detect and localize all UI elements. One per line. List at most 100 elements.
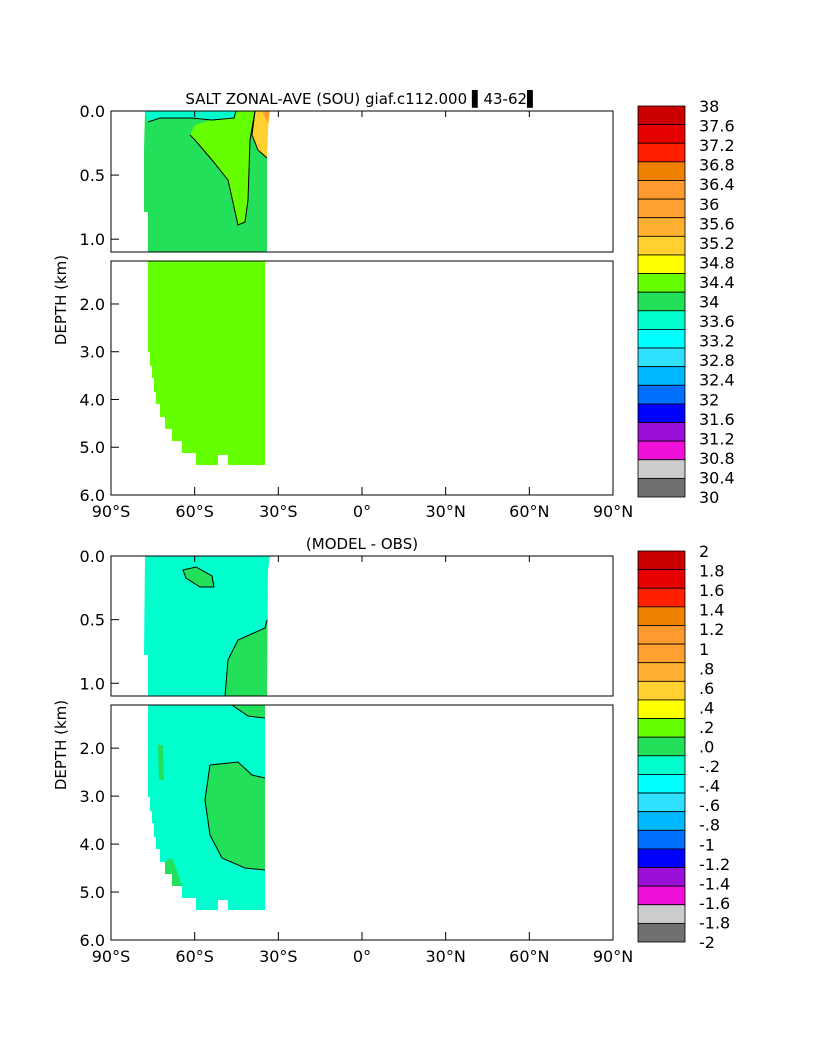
difference-colorbar-label: 1 [699, 640, 709, 659]
salinity-field-346 [145, 111, 236, 122]
difference-xtick-label: 30°N [426, 947, 466, 966]
difference-colorbar-label: 1.2 [699, 620, 724, 639]
difference-colorbar-swatch [637, 755, 686, 775]
difference-colorbar-swatch [637, 885, 686, 906]
salinity-colorbar-label: 31.6 [699, 410, 735, 429]
difference-colorbar-swatch [637, 811, 686, 831]
difference-ytick-label: 3.0 [80, 787, 105, 806]
salinity-colorbar-label: 33.6 [699, 312, 735, 331]
salinity-colorbar-swatch [637, 273, 686, 293]
difference-ylabel: DEPTH (km) [52, 700, 70, 790]
difference-colorbar-swatch [637, 625, 686, 645]
difference-xtick-label: 60°N [509, 947, 549, 966]
difference-colorbar-label: 1.8 [699, 562, 724, 581]
difference-colorbar-label: .6 [699, 679, 714, 698]
difference-colorbar-label: -.6 [699, 796, 720, 815]
difference-colorbar-label: -2 [699, 933, 715, 952]
difference-xtick-label: 90°S [92, 947, 131, 966]
salinity-colorbar-label: 35.2 [699, 234, 735, 253]
difference-field-positive-blob [183, 567, 214, 587]
difference-colorbar-label: 1.6 [699, 581, 724, 600]
salinity-colorbar-swatch [637, 403, 686, 423]
difference-field-positive-surface [225, 580, 268, 696]
difference-xtick-label: 60°S [175, 947, 214, 966]
salinity-xtick-label: 90°S [92, 502, 131, 521]
salinity-colorbar-label: 37.6 [699, 117, 735, 136]
difference-ytick-label: 5.0 [80, 883, 105, 902]
difference-contour-4 [204, 764, 266, 871]
salinity-colorbar-label: 33.2 [699, 332, 735, 351]
salinity-colorbar: 3837.637.236.836.43635.635.234.834.43433… [637, 97, 735, 507]
salinity-colorbar-swatch [637, 254, 686, 274]
difference-panel: (MODEL - OBS) 0.00.51.02.03.04.05.06.0 9… [52, 535, 730, 966]
difference-colorbar-swatch [637, 606, 686, 626]
salinity-field-lower [148, 261, 265, 465]
difference-field-lower-positive-edge [158, 745, 164, 780]
salinity-ytick-label: 0.5 [80, 166, 105, 185]
salinity-xtick-label: 60°N [509, 502, 549, 521]
salinity-colorbar-swatch [637, 477, 686, 498]
difference-colorbar-swatch [637, 774, 686, 794]
salinity-contour-2 [189, 110, 256, 226]
salinity-colorbar-label: 34 [699, 293, 719, 312]
salinity-panel: SALT ZONAL-AVE (SOU) giaf.c112.000 ▌43-6… [52, 89, 735, 521]
salinity-colorbar-swatch [637, 217, 686, 237]
salinity-colorbar-label: 36 [699, 195, 719, 214]
difference-xtick-label: 30°S [259, 947, 298, 966]
difference-colorbar-label: -1 [699, 835, 715, 854]
difference-field-lower-positive-bottom [165, 858, 182, 886]
salinity-colorbar-swatch [637, 459, 686, 479]
salinity-xtick-label: 0° [353, 502, 371, 521]
difference-colorbar-label: .0 [699, 738, 714, 757]
salinity-colorbar-label: 34.4 [699, 273, 735, 292]
salinity-colorbar-label: 37.2 [699, 136, 735, 155]
salinity-colorbar-label: 38 [699, 97, 719, 116]
difference-colorbar-label: -.8 [699, 816, 720, 835]
difference-colorbar-swatch [637, 904, 686, 924]
difference-ytick-label: 6.0 [80, 931, 105, 950]
difference-colorbar-label: .2 [699, 718, 714, 737]
salinity-colorbar-label: 35.6 [699, 214, 735, 233]
salinity-y-axis: 0.0 0.5 1.0 2.0 3.0 4.0 5.0 6.0 [80, 102, 119, 505]
difference-colorbar-swatch [637, 829, 686, 850]
difference-field-upper [144, 556, 270, 697]
difference-ytick-label: 0.5 [80, 611, 105, 630]
difference-ytick-label: 4.0 [80, 835, 105, 854]
difference-colorbar-swatch [637, 662, 686, 682]
salinity-ytick-label: 0.0 [80, 102, 105, 121]
difference-field-main [144, 556, 270, 696]
difference-colorbar-swatch [637, 643, 686, 664]
difference-colorbar-label: -1.4 [699, 874, 730, 893]
salinity-field-upper [144, 110, 270, 252]
salinity-colorbar-swatch [637, 310, 686, 330]
salinity-colorbar-label: 32.8 [699, 351, 735, 370]
difference-colorbar-swatch [637, 848, 686, 868]
difference-contour-2 [182, 566, 215, 588]
salinity-colorbar-swatch [637, 180, 686, 200]
salinity-colorbar-swatch [637, 422, 686, 442]
salinity-field-348 [190, 111, 255, 225]
difference-ytick-label: 1.0 [80, 674, 105, 693]
salinity-colorbar-swatch [637, 366, 686, 386]
difference-x-axis: 90°S 60°S 30°S 0° 30°N 60°N 90°N [92, 556, 633, 966]
difference-colorbar-label: -.4 [699, 777, 720, 796]
difference-colorbar-label: -.2 [699, 757, 720, 776]
salinity-x-axis: 90°S 60°S 30°S 0° 30°N 60°N 90°N [92, 111, 633, 521]
difference-contour-3 [209, 761, 266, 779]
salinity-field-356 [262, 111, 270, 122]
difference-ytick-label: 2.0 [80, 739, 105, 758]
difference-colorbar-swatch [637, 569, 686, 589]
salinity-ytick-label: 1.0 [80, 230, 105, 249]
salinity-colorbar-label: 32.4 [699, 371, 735, 390]
salinity-ytick-label: 2.0 [80, 295, 105, 314]
difference-colorbar-label: -1.2 [699, 855, 730, 874]
difference-colorbar: 21.81.61.41.21.8.6.4.2.0-.2-.4-.6-.8-1-1… [637, 542, 730, 952]
salinity-colorbar-swatch [637, 347, 686, 368]
difference-ytick-label: 0.0 [80, 547, 105, 566]
difference-colorbar-swatch [637, 922, 686, 943]
salinity-colorbar-label: 36.8 [699, 156, 735, 175]
salinity-ytick-label: 4.0 [80, 390, 105, 409]
salinity-colorbar-label: 30.4 [699, 468, 735, 487]
difference-field-lower-positive-top [232, 705, 265, 718]
